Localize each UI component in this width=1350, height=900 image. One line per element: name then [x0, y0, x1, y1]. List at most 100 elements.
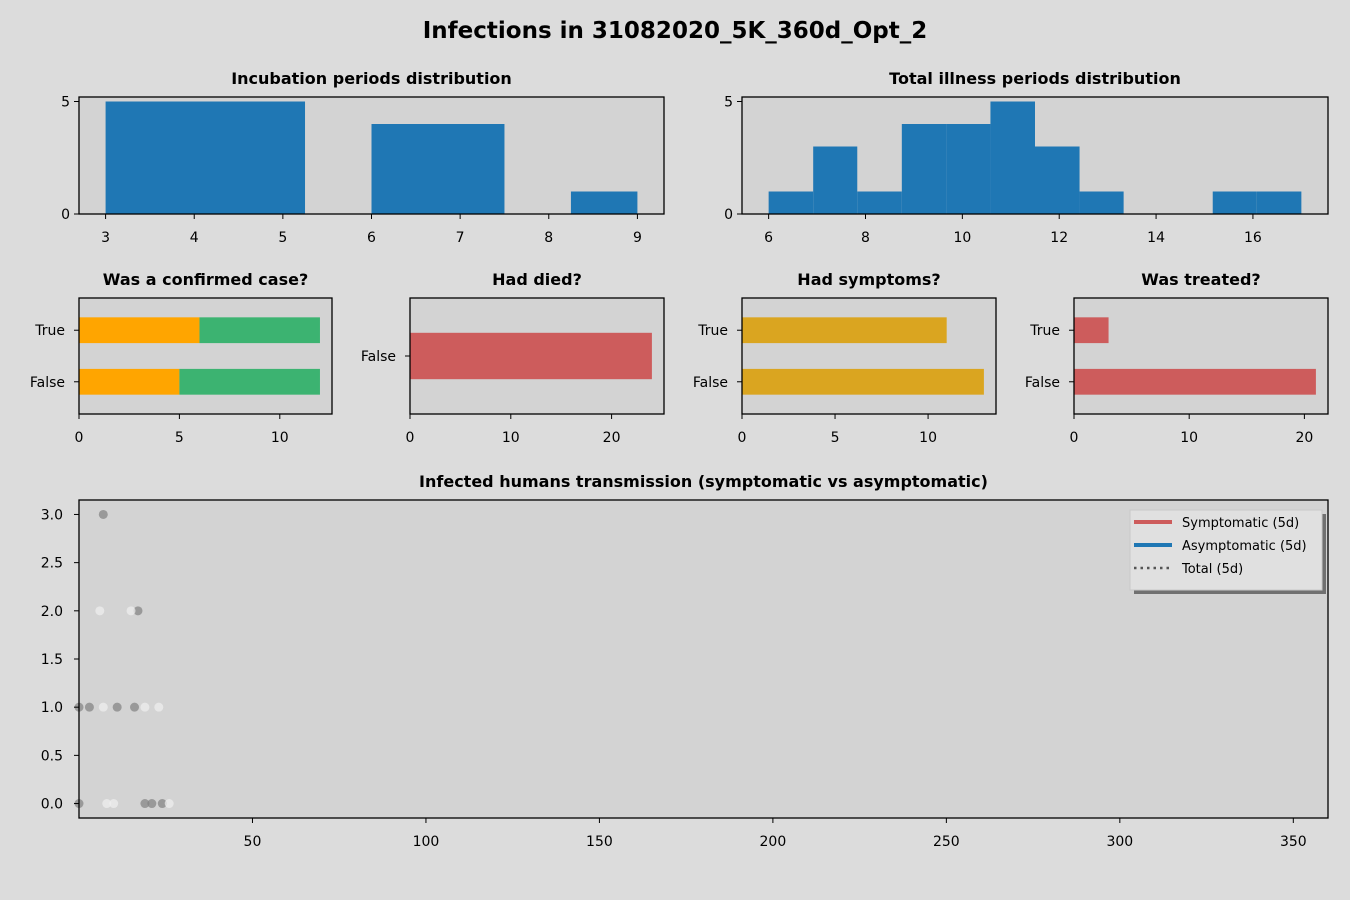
- chart-confirmed: Was a confirmed case? False True 0 5 10: [30, 270, 333, 446]
- histogram-bar: [105, 101, 306, 214]
- histogram-bar: [371, 124, 505, 214]
- category-label: True: [697, 323, 728, 339]
- x-tick-label: 10: [1180, 430, 1198, 446]
- axes-frame: [78, 499, 1329, 819]
- y-tick-label: 0: [61, 207, 70, 223]
- x-tick-label: 7: [456, 230, 465, 246]
- y-tick-label: 2.0: [41, 604, 63, 620]
- y-tick-label: 5: [724, 95, 733, 111]
- histogram-bar: [1035, 146, 1080, 214]
- scatter-point: [140, 702, 150, 712]
- x-tick-label: 0: [406, 430, 415, 446]
- chart-title: Was a confirmed case?: [103, 270, 308, 289]
- y-tick-label: 1.5: [41, 652, 63, 668]
- chart-symptoms: Had symptoms? False True 0 5 10: [693, 270, 997, 446]
- category-label: True: [34, 323, 65, 339]
- histogram-bar: [1212, 191, 1257, 214]
- y-tick-label: 2.5: [41, 556, 63, 572]
- x-tick-label: 0: [1070, 430, 1079, 446]
- bar: [1074, 368, 1316, 395]
- x-tick-label: 150: [586, 834, 613, 850]
- histogram-bar: [1256, 191, 1302, 214]
- legend-label: Symptomatic (5d): [1182, 516, 1299, 531]
- scatter-point: [95, 606, 105, 616]
- bar-segment: [199, 317, 320, 344]
- axes-frame: [78, 96, 665, 215]
- x-tick-label: 10: [953, 230, 971, 246]
- scatter-point: [102, 799, 112, 809]
- x-tick-label: 200: [760, 834, 787, 850]
- scatter-point: [157, 799, 167, 809]
- histogram-bar: [570, 191, 638, 214]
- x-tick-label: 14: [1147, 230, 1165, 246]
- x-tick-label: 300: [1106, 834, 1133, 850]
- bar-segment: [79, 368, 180, 395]
- x-tick-label: 16: [1244, 230, 1262, 246]
- axes-frame: [409, 297, 665, 415]
- chart-illness: Total illness periods distribution 6 8 10 12…: [724, 69, 1329, 246]
- x-tick-label: 10: [919, 430, 937, 446]
- y-tick-label: 0: [724, 207, 733, 223]
- axes-background: [79, 500, 1328, 818]
- histogram-bar: [857, 191, 902, 214]
- histogram-bar: [1079, 191, 1124, 214]
- legend-label: Asymptomatic (5d): [1182, 539, 1307, 554]
- x-tick-label: 250: [933, 834, 960, 850]
- scatter-point: [164, 799, 174, 809]
- histogram-bar: [768, 191, 814, 214]
- chart-title: Infected humans transmission (symptomati…: [419, 472, 988, 491]
- x-tick-label: 12: [1050, 230, 1068, 246]
- chart-title: Incubation periods distribution: [231, 69, 512, 88]
- scatter-point: [109, 799, 119, 809]
- y-tick-label: 1.0: [41, 700, 63, 716]
- category-label: False: [30, 375, 65, 391]
- y-tick-label: 3.0: [41, 507, 63, 523]
- bar: [410, 332, 652, 380]
- x-tick-label: 5: [175, 430, 184, 446]
- chart-transmission: Infected humans transmission (symptomati…: [41, 472, 1329, 850]
- chart-title: Total illness periods distribution: [889, 69, 1181, 88]
- x-tick-label: 10: [502, 430, 520, 446]
- x-tick-label: 8: [544, 230, 553, 246]
- scatter-point: [126, 606, 136, 616]
- y-tick-label: 0.5: [41, 748, 63, 764]
- bar-segment: [179, 368, 320, 395]
- bar: [742, 317, 947, 344]
- figure-title: Infections in 31082020_5K_360d_Opt_2: [423, 18, 928, 44]
- x-tick-label: 6: [764, 230, 773, 246]
- x-tick-label: 20: [1295, 430, 1313, 446]
- scatter-point: [130, 702, 140, 712]
- scatter-point: [147, 799, 157, 809]
- chart-treated: Was treated? False True 0 10 20: [1025, 270, 1329, 446]
- scatter-point: [154, 702, 164, 712]
- histogram-bar: [813, 146, 858, 214]
- x-tick-label: 5: [278, 230, 287, 246]
- category-label: False: [693, 375, 728, 391]
- axes-background: [1074, 298, 1328, 414]
- x-tick-label: 3: [101, 230, 110, 246]
- scatter-point: [84, 702, 94, 712]
- x-tick-label: 8: [861, 230, 870, 246]
- x-tick-label: 5: [831, 430, 840, 446]
- chart-title: Was treated?: [1141, 270, 1260, 289]
- scatter-point: [98, 509, 108, 519]
- axes-background: [79, 298, 332, 414]
- x-tick-label: 50: [244, 834, 262, 850]
- histogram-bar: [946, 124, 991, 214]
- chart-incubation: Incubation periods distribution 3 4 5 6 7 8 9 0 5: [61, 69, 665, 246]
- x-tick-label: 100: [413, 834, 440, 850]
- bar: [742, 368, 984, 395]
- axes-frame: [78, 297, 333, 415]
- y-tick-label: 5: [61, 95, 70, 111]
- chart-title: Had died?: [492, 270, 582, 289]
- scatter-point: [112, 702, 122, 712]
- axes-frame: [741, 96, 1329, 215]
- bar: [1074, 317, 1109, 344]
- x-tick-label: 20: [603, 430, 621, 446]
- category-label: False: [361, 349, 396, 365]
- y-tick-label: 0.0: [41, 797, 63, 813]
- chart-died: Had died? False 0 10 20: [361, 270, 665, 446]
- scatter-point: [140, 799, 150, 809]
- legend-label: Total (5d): [1181, 562, 1243, 577]
